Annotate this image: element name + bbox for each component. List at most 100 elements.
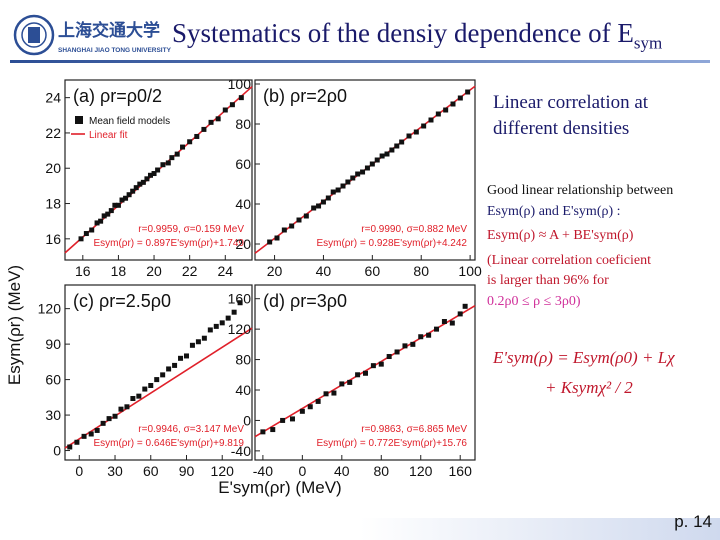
formula-line2: + Ksymχ² / 2 — [545, 378, 633, 397]
panel-c-x-tick-label: 60 — [143, 463, 159, 479]
logo-english-text: SHANGHAI JIAO TONG UNIVERSITY — [58, 47, 172, 54]
logo-chinese-text: 上海交通大学 — [58, 20, 160, 40]
panel-b-y-tick-label: 100 — [228, 76, 252, 92]
panel-c-data-point — [231, 309, 237, 315]
panel-b-data-point — [320, 199, 326, 205]
footer-bar — [0, 518, 720, 540]
panel-d-data-point — [394, 349, 400, 355]
panel-c-x-tick-label: 30 — [107, 463, 123, 479]
panel-a-x-tick-label: 18 — [111, 263, 127, 279]
panel-a-data-point — [174, 151, 180, 157]
panel-d-data-point — [457, 311, 463, 317]
panel-d-y-tick-label: 40 — [235, 382, 251, 398]
panel-c-data-point — [207, 327, 213, 333]
panel-a-y-tick-label: 18 — [45, 196, 61, 212]
panel-b-x-tick-label: 80 — [413, 263, 429, 279]
panel-a-data-point — [112, 202, 118, 208]
panel-a-x-tick-label: 20 — [146, 263, 162, 279]
panel-c-x-tick-label: 90 — [179, 463, 195, 479]
panel-a-data-point — [123, 195, 129, 201]
panel-d-x-tick-label: 120 — [409, 463, 433, 479]
side-heading-line2: different densities — [493, 118, 630, 139]
panel-b-y-tick-label: 40 — [235, 196, 251, 212]
panel-d-title: (d) ρr=3ρ0 — [263, 291, 347, 311]
panel-c-data-point — [94, 427, 100, 433]
panel-d-x-tick-label: -40 — [253, 463, 273, 479]
panel-c-data-point — [88, 431, 94, 437]
panel-a-legend-points: Mean field models — [89, 116, 170, 127]
panel-a-data-point — [133, 185, 139, 191]
panel-d-x-tick-label: 80 — [373, 463, 389, 479]
panel-d-data-point — [449, 320, 455, 326]
panel-d-data-point — [370, 363, 376, 369]
panel-b-data-point — [289, 223, 295, 229]
panel-d-data-point — [362, 370, 368, 376]
page-title: Systematics of the densiy dependence of … — [172, 18, 663, 53]
panel-c-data-point — [225, 315, 231, 321]
panel-c-data-point — [130, 396, 136, 402]
panel-c-data-point — [136, 393, 142, 399]
panel-a-legend-fit: Linear fit — [89, 130, 128, 141]
panel-c-data-point — [201, 335, 207, 341]
panel-d-data-point — [307, 404, 313, 410]
panel-d-y-tick-label: 0 — [243, 412, 251, 428]
panel-a-data-point — [238, 95, 244, 101]
panel-c-title: (c) ρr=2.5ρ0 — [73, 291, 171, 311]
panel-c-data-point — [74, 439, 80, 445]
panel-c-data-point — [106, 416, 112, 422]
panel-a-y-tick-label: 16 — [45, 231, 61, 247]
panel-d-data-point — [347, 379, 353, 385]
panel-a-data-point — [222, 107, 228, 113]
panel-c-data-point — [219, 320, 225, 326]
panel-a-data-point — [115, 202, 121, 208]
panel-c-y-tick-label: 90 — [45, 336, 61, 352]
panel-a-data-point — [130, 188, 136, 194]
panel-d-data-point — [270, 427, 276, 433]
panel-c-y-tick-label: 60 — [45, 372, 61, 388]
note-line2: Esym(ρ) and E'sym(ρ) : — [487, 204, 621, 219]
panel-a-data-point — [119, 197, 125, 203]
panel-a-data-point — [89, 227, 95, 233]
panel-a-data-point — [78, 236, 84, 242]
panel-a-data-point — [229, 102, 235, 108]
panel-a-x-tick-label: 16 — [75, 263, 91, 279]
panel-a-data-point — [194, 133, 200, 139]
panel-a-data-point — [201, 126, 207, 132]
panel-a-data-point — [140, 179, 146, 185]
panel-a-data-point — [98, 218, 104, 224]
panel-b-data-point — [406, 133, 412, 139]
panel-b-data-point — [394, 143, 400, 149]
side-heading-line1: Linear correlation at — [493, 92, 649, 113]
panel-a-data-point — [187, 139, 193, 145]
panel-b-data-point — [428, 117, 434, 123]
panel-b-x-tick-label: 60 — [365, 263, 381, 279]
panel-c-y-tick-label: 30 — [45, 407, 61, 423]
panel-b-data-point — [325, 195, 331, 201]
panel-b-y-tick-label: 20 — [235, 236, 251, 252]
panel-b-data-point — [340, 183, 346, 189]
panel-a-y-tick-label: 24 — [45, 90, 61, 106]
panel-c-data-point — [178, 355, 184, 361]
panel-d-annotation-fit: Esym(ρr) = 0.772E'sym(ρr)+15.76 — [316, 438, 467, 449]
panel-b-data-point — [364, 165, 370, 171]
panel-b-data-point — [384, 151, 390, 157]
panel-a-x-tick-label: 22 — [182, 263, 198, 279]
panel-d-data-point — [426, 332, 432, 338]
panel-b-x-tick-label: 100 — [458, 263, 482, 279]
panel-a-data-point — [215, 116, 221, 122]
panel-c-y-tick-label: 0 — [53, 443, 61, 459]
panel-b-y-tick-label: 80 — [235, 116, 251, 132]
panel-d-data-point — [289, 416, 295, 422]
panel-b-data-point — [435, 111, 441, 117]
panel-c-data-point — [142, 386, 148, 392]
panel-b-data-point — [311, 205, 317, 211]
panel-c-x-tick-label: 0 — [75, 463, 83, 479]
panel-a-data-point — [108, 208, 114, 214]
panel-d-x-tick-label: 40 — [334, 463, 350, 479]
panel-d-data-point — [441, 319, 447, 325]
panel-a-data-point — [155, 167, 161, 173]
panel-c-data-point — [81, 433, 87, 439]
panel-d-data-point — [355, 372, 361, 378]
panel-b-data-point — [399, 139, 405, 145]
panel-d-x-tick-label: 0 — [298, 463, 306, 479]
